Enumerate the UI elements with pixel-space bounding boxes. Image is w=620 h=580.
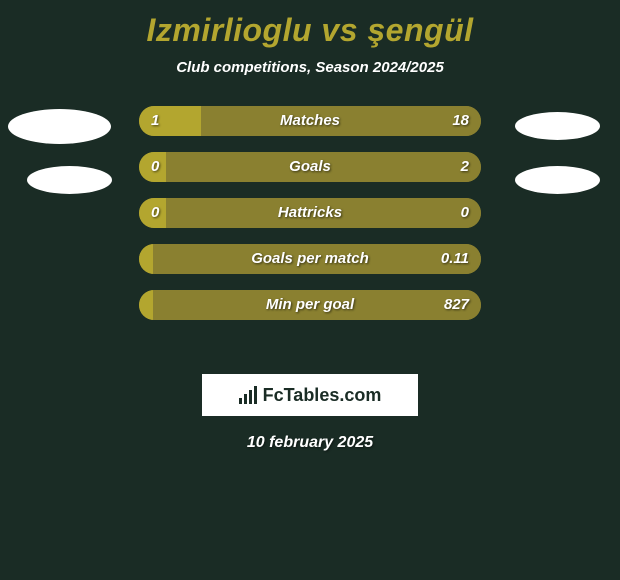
- chart-icon: [239, 386, 257, 404]
- bar-right-value: 0: [461, 198, 469, 228]
- brand-text: FcTables.com: [263, 385, 382, 406]
- bar-row-matches: 1 Matches 18: [139, 106, 481, 136]
- bar-right-value: 18: [452, 106, 469, 136]
- bar-row-min-per-goal: Min per goal 827: [139, 290, 481, 320]
- date-text: 10 february 2025: [0, 434, 620, 452]
- page-title: Izmirlioglu vs şengül: [0, 0, 620, 49]
- bar-right-value: 2: [461, 152, 469, 182]
- bar-right-value: 827: [444, 290, 469, 320]
- player-left-avatar-1: [8, 109, 111, 144]
- bar-row-goals: 0 Goals 2: [139, 152, 481, 182]
- bar-label: Hattricks: [139, 198, 481, 228]
- comparison-infographic: Izmirlioglu vs şengül Club competitions,…: [0, 0, 620, 580]
- bar-right-value: 0.11: [441, 244, 469, 274]
- bar-label: Min per goal: [139, 290, 481, 320]
- player-right-avatar-2: [515, 166, 600, 194]
- player-right-avatar-1: [515, 112, 600, 140]
- chart-area: 1 Matches 18 0 Goals 2 0 Hattricks 0: [0, 106, 620, 356]
- bar-label: Matches: [139, 106, 481, 136]
- brand-badge: FcTables.com: [202, 374, 418, 416]
- bar-row-hattricks: 0 Hattricks 0: [139, 198, 481, 228]
- bar-label: Goals per match: [139, 244, 481, 274]
- bar-label: Goals: [139, 152, 481, 182]
- bars-container: 1 Matches 18 0 Goals 2 0 Hattricks 0: [139, 106, 481, 336]
- bar-row-goals-per-match: Goals per match 0.11: [139, 244, 481, 274]
- player-left-avatar-2: [27, 166, 112, 194]
- subtitle: Club competitions, Season 2024/2025: [0, 59, 620, 76]
